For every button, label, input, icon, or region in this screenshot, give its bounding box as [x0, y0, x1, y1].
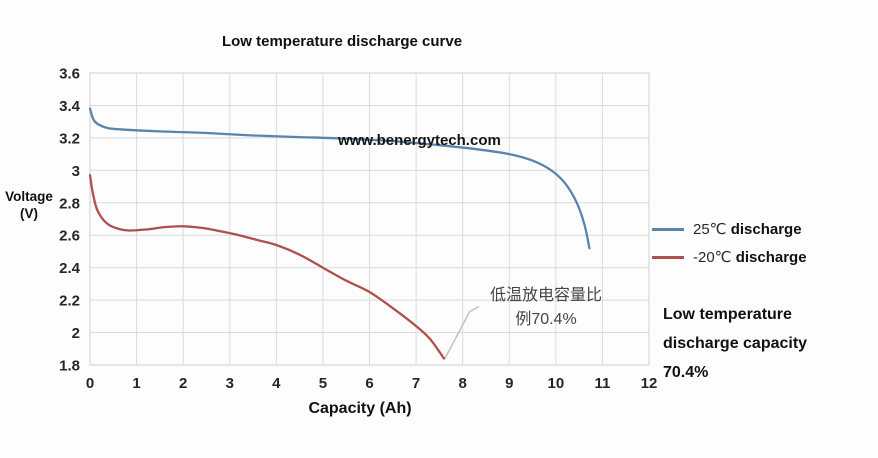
- x-axis-title: Capacity (Ah): [308, 400, 412, 417]
- series-line-minus20c: [88, 174, 446, 360]
- x-tick-label: 0: [86, 375, 94, 392]
- y-axis-title-line2: (V): [20, 206, 38, 221]
- watermark: www.benergytech.com: [338, 132, 501, 149]
- capacity-annotation-line1: 低温放电容量比: [489, 287, 602, 304]
- series-line-25c: [88, 107, 591, 250]
- legend: 25℃ discharge -20℃ discharge: [652, 215, 872, 271]
- y-tick-label: 2.2: [59, 293, 80, 310]
- chart-title: Low temperature discharge curve: [221, 33, 463, 50]
- y-tick-label: 1.8: [59, 358, 80, 375]
- x-tick-label: 7: [412, 375, 420, 392]
- x-tick-label: 4: [272, 375, 281, 392]
- side-note-line1: Low temperature: [663, 306, 792, 323]
- y-tick-label: 3: [72, 163, 80, 180]
- y-tick-label: 3.2: [59, 130, 80, 147]
- legend-label-minus20c: -20℃ discharge: [693, 249, 807, 266]
- legend-label-25c: 25℃ discharge: [693, 221, 802, 238]
- y-tick-label: 2: [72, 325, 80, 342]
- legend-item-25c: 25℃ discharge: [652, 215, 872, 243]
- y-axis-title-line1: Voltage: [5, 189, 53, 204]
- x-tick-label: 6: [365, 375, 373, 392]
- y-tick-label: 2.8: [59, 195, 80, 212]
- legend-item-minus20c: -20℃ discharge: [652, 243, 872, 271]
- annotation-callout-line: [444, 305, 480, 359]
- x-tick-label: 1: [132, 375, 140, 392]
- capacity-annotation: 低温放电容量比 例70.4%: [458, 284, 634, 332]
- x-tick-label: 3: [226, 375, 234, 392]
- x-tick-label: 10: [547, 375, 564, 392]
- y-tick-label: 3.4: [59, 98, 81, 115]
- side-note: Low temperature discharge capacity 70.4%: [663, 300, 873, 387]
- legend-line-25c-icon: [652, 227, 684, 231]
- y-tick-label: 2.6: [59, 228, 80, 245]
- y-axis-title: Voltage (V): [0, 188, 58, 222]
- x-tick-label: 9: [505, 375, 513, 392]
- side-note-line3: 70.4%: [663, 364, 709, 381]
- x-tick-label: 8: [458, 375, 466, 392]
- legend-line-minus20c-icon: [652, 255, 684, 259]
- y-tick-label: 3.6: [59, 66, 80, 83]
- y-tick-label: 2.4: [59, 260, 81, 277]
- x-tick-label: 2: [179, 375, 187, 392]
- x-tick-label: 11: [594, 375, 610, 392]
- x-tick-label: 12: [641, 375, 658, 392]
- capacity-annotation-line2: 例70.4%: [515, 311, 577, 328]
- plot-border: [89, 72, 650, 366]
- side-note-line2: discharge capacity: [663, 335, 808, 352]
- x-tick-label: 5: [319, 375, 327, 392]
